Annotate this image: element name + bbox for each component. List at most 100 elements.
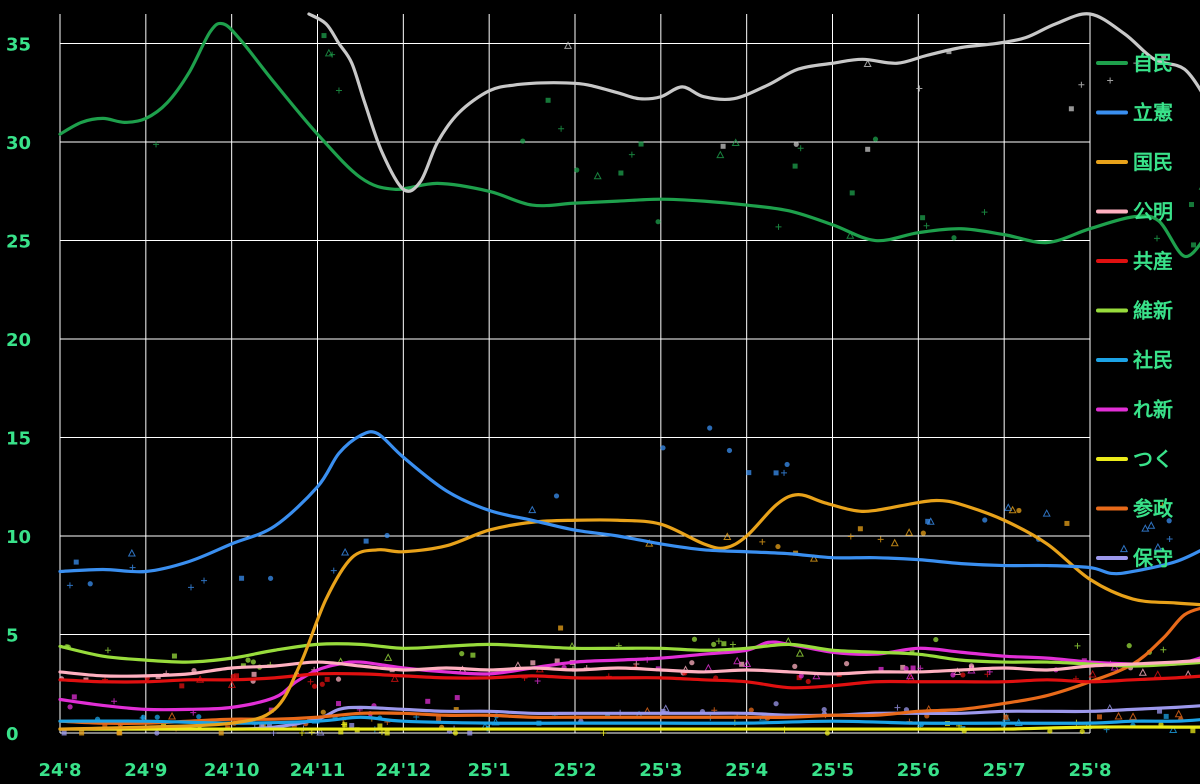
scatter-point [746,470,751,475]
scatter-point [530,660,535,665]
scatter-point [707,425,712,430]
scatter-point [1190,728,1195,733]
scatter-point [925,519,930,524]
scatter-point [546,98,551,103]
x-tick-label: 24'11 [290,760,346,781]
y-tick-label: 20 [6,330,31,351]
scatter-point [951,235,956,240]
scatter-point [252,672,257,677]
x-tick-label: 25'6 [897,760,940,781]
x-tick-label: 25'8 [1068,760,1111,781]
scatter-point [385,533,390,538]
scatter-point [1016,508,1021,513]
y-tick-label: 30 [6,133,31,154]
scatter-point [721,641,726,646]
scatter-point [154,730,159,735]
scatter-point [792,664,797,669]
y-tick-label: 35 [6,35,31,56]
legend-label: 参政 [1133,497,1174,521]
y-tick-label: 0 [6,724,19,745]
scatter-point [74,560,79,565]
scatter-point [618,171,623,176]
scatter-point [325,677,330,682]
scatter-point [88,581,93,586]
legend-label: つく [1133,447,1173,471]
scatter-point [844,661,849,666]
x-tick-label: 25'2 [553,760,596,781]
scatter-point [574,167,579,172]
scatter-point [689,660,694,665]
scatter-point [67,704,72,709]
scatter-point [1189,202,1194,207]
scatter-point [1097,714,1102,719]
x-tick-label: 25'1 [468,760,511,781]
x-tick-label: 24'10 [204,760,260,781]
scatter-point [873,137,878,142]
scatter-point [141,715,146,720]
scatter-point [455,695,460,700]
scatter-point [268,576,273,581]
scatter-point [775,544,780,549]
scatter-point [774,470,779,475]
scatter-point [467,731,472,736]
scatter-point [692,637,697,642]
scatter-point [342,722,347,727]
scatter-point [950,672,955,677]
legend-label: れ新 [1133,398,1173,422]
x-tick-label: 25'4 [725,760,768,781]
scatter-point [639,142,644,147]
scatter-point [785,462,790,467]
scatter-point [62,731,67,736]
scatter-point [245,657,250,662]
x-tick-label: 25'3 [639,760,682,781]
x-tick-label: 24'8 [38,760,81,781]
scatter-point [234,673,239,678]
scatter-point [850,190,855,195]
scatter-point [436,716,441,721]
scatter-point [558,625,563,630]
x-tick-label: 24'12 [376,760,432,781]
legend-label: 保守 [1132,546,1173,570]
scatter-point [336,677,341,682]
scatter-point [251,659,256,664]
scatter-point [1003,715,1008,720]
scatter-point [470,653,475,658]
scatter-point [933,637,938,642]
scatter-point [425,699,430,704]
y-tick-label: 25 [6,232,31,253]
scatter-point [155,715,160,720]
scatter-point [1069,106,1074,111]
scatter-point [1164,714,1169,719]
scatter-point [911,666,916,671]
scatter-point [72,694,77,699]
scatter-point [179,683,184,688]
scatter-point [336,701,341,706]
legend-label: 公明 [1133,200,1173,224]
scatter-point [321,710,326,715]
y-tick-label: 10 [6,527,31,548]
scatter-point [554,493,559,498]
scatter-point [920,215,925,220]
scatter-point [825,730,830,735]
scatter-point [721,144,726,149]
x-tick-label: 25'7 [983,760,1026,781]
legend-label: 社民 [1132,348,1173,372]
scatter-point [364,539,369,544]
legend-label: 国民 [1133,150,1173,174]
scatter-point [320,682,325,687]
scatter-point [858,526,863,531]
scatter-point [982,517,987,522]
legend-label: 立憲 [1133,101,1173,125]
scatter-point [865,147,870,152]
scatter-point [794,142,799,147]
scatter-point [117,731,122,736]
scatter-point [806,679,811,684]
scatter-point [793,164,798,169]
scatter-point [921,531,926,536]
scatter-point [219,731,224,736]
legend-label: 共産 [1133,249,1173,273]
scatter-point [711,642,716,647]
scatter-point [1191,242,1196,247]
